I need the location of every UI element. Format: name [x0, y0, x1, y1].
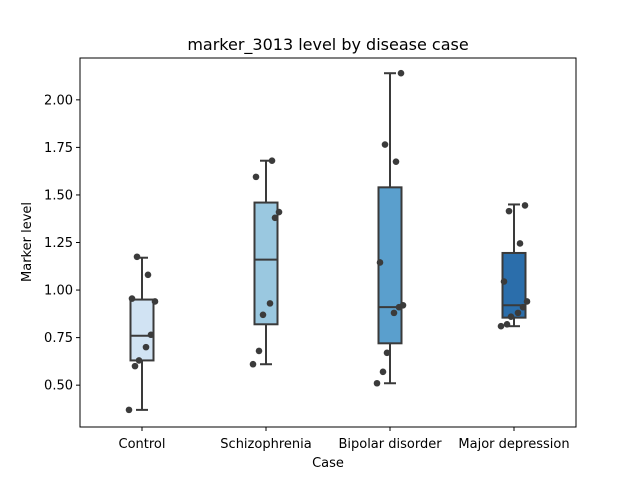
data-point [147, 331, 155, 339]
y-tick-label: 0.50 [44, 379, 73, 394]
data-point [268, 157, 276, 165]
x-tick-label: Major depression [458, 437, 569, 452]
box [377, 186, 403, 345]
data-point [376, 259, 384, 266]
plot-area [79, 57, 577, 428]
data-point [144, 271, 152, 279]
data-point [392, 158, 400, 165]
y-axis-label: Marker level [20, 202, 35, 282]
data-point [383, 349, 391, 357]
data-point [521, 202, 529, 209]
x-tick-label: Bipolar disorder [338, 437, 442, 452]
data-point [255, 347, 263, 355]
data-point [271, 214, 279, 222]
data-point [523, 298, 531, 305]
box-group [377, 72, 403, 385]
y-tick-label: 2.00 [44, 93, 73, 108]
x-tick-label: Control [119, 437, 166, 452]
y-tick-label: 0.75 [44, 331, 73, 346]
box-group [253, 159, 279, 366]
data-point [497, 322, 505, 330]
data-point [507, 313, 515, 320]
data-point [249, 360, 257, 368]
data-point [275, 208, 283, 216]
data-point [505, 207, 513, 215]
y-tick-label: 1.25 [44, 236, 73, 251]
data-point [259, 311, 267, 319]
data-point [252, 173, 260, 181]
data-point [379, 368, 387, 376]
x-axis-label: Case [312, 456, 344, 471]
data-point [135, 357, 143, 364]
points-layer [125, 69, 531, 414]
data-point [131, 362, 139, 370]
data-point [399, 301, 407, 309]
data-point [500, 278, 508, 285]
data-point [373, 379, 381, 387]
box [129, 298, 155, 362]
boxes-layer [129, 72, 527, 411]
chart-title: marker_3013 level by disease case [187, 35, 468, 55]
data-point [142, 343, 150, 351]
y-tick-label: 1.50 [44, 188, 73, 203]
y-tick-label: 1.75 [44, 141, 73, 156]
data-point [128, 295, 136, 302]
x-tick-label: Schizophrenia [220, 437, 311, 452]
data-point [519, 303, 527, 311]
data-point [381, 141, 389, 148]
y-axis: 0.50 0.75 1.00 1.25 1.50 1.75 2.00 [44, 93, 80, 394]
data-point [151, 298, 159, 305]
data-point [514, 309, 522, 317]
box [253, 201, 279, 326]
data-point [125, 406, 133, 414]
data-point [133, 253, 141, 261]
x-axis: Control Schizophrenia Bipolar disorder Majo… [119, 427, 570, 452]
data-point [503, 320, 511, 328]
data-point [390, 309, 398, 317]
data-point [516, 240, 524, 247]
y-tick-label: 1.00 [44, 284, 73, 299]
data-point [397, 69, 405, 77]
data-point [266, 300, 274, 307]
